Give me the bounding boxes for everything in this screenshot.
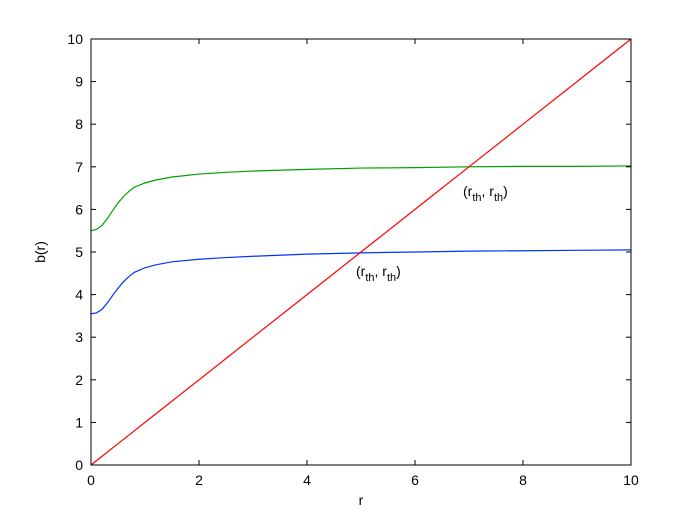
x-axis-label: r — [359, 492, 364, 508]
annotation-text: ) — [396, 263, 401, 279]
y-axis-label: b(r) — [32, 241, 48, 263]
line-series — [90, 165, 632, 232]
y-tick-label: 6 — [75, 201, 83, 217]
y-tick-label: 2 — [75, 372, 83, 388]
y-tick-label: 0 — [75, 457, 83, 473]
y-tick-label: 9 — [75, 74, 83, 90]
annotation-subscript: th — [365, 272, 374, 284]
y-tick-label: 3 — [75, 329, 83, 345]
annotation-subscript: th — [387, 272, 396, 284]
y-tick-label: 8 — [75, 116, 83, 132]
y-tick-label: 5 — [75, 244, 83, 260]
annotation-text: , r — [482, 183, 495, 199]
line-series — [90, 38, 632, 466]
x-tick-label: 8 — [519, 472, 527, 488]
x-tick-label: 2 — [195, 472, 203, 488]
y-tick-label: 10 — [67, 31, 83, 47]
y-tick-label: 1 — [75, 414, 83, 430]
y-tick-label: 7 — [75, 159, 83, 175]
annotation: (rth, rth) — [356, 263, 401, 284]
x-tick-label: 0 — [87, 472, 95, 488]
x-tick-label: 4 — [303, 472, 311, 488]
x-tick-label: 10 — [623, 472, 639, 488]
annotation-subscript: th — [494, 192, 503, 204]
annotation-text: , r — [375, 263, 388, 279]
y-tick-label: 4 — [75, 287, 83, 303]
line-series — [90, 249, 632, 315]
annotation-text: ) — [503, 183, 508, 199]
annotation: (rth, rth) — [463, 183, 508, 204]
annotation-text: (r — [463, 183, 473, 199]
annotation-text: (r — [356, 263, 366, 279]
x-tick-label: 6 — [411, 472, 419, 488]
annotation-subscript: th — [472, 192, 481, 204]
